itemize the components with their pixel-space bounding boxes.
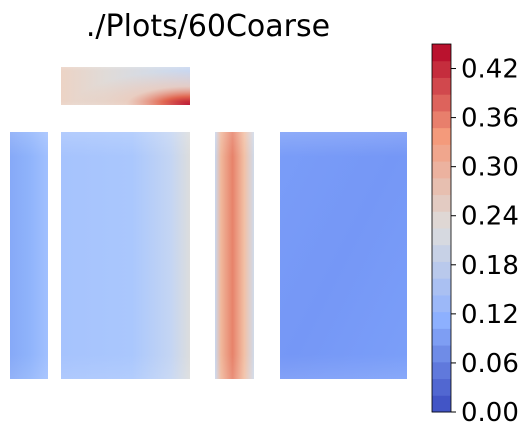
colorbar-level — [432, 177, 451, 196]
colorbar-level — [432, 345, 451, 363]
colorbar-level — [432, 110, 451, 129]
colorbar-tick-label: 0.12 — [461, 300, 519, 330]
colorbar-level — [432, 127, 451, 145]
colorbar-level — [432, 161, 451, 179]
colorbar-tick-label: 0.18 — [461, 251, 519, 281]
colorbar-level — [432, 294, 451, 313]
colorbar-level — [432, 378, 451, 396]
colorbar — [431, 43, 452, 413]
colorbar-level — [432, 228, 451, 246]
colorbar-tick-label: 0.24 — [461, 202, 519, 232]
colorbar-level — [432, 244, 451, 262]
colorbar-level — [432, 261, 451, 279]
colorbar-level — [432, 144, 451, 162]
colorbar-tick-label: 0.36 — [461, 104, 519, 134]
colorbar-tick-label: 0.42 — [461, 55, 519, 85]
colorbar-tick-label: 0.30 — [461, 153, 519, 183]
panel-top — [61, 67, 190, 105]
colorbar-border — [431, 43, 452, 413]
colorbar-level — [432, 211, 451, 229]
colorbar-level — [432, 395, 451, 413]
colorbar-level — [432, 361, 451, 380]
colorbar-tick-label: 0.06 — [461, 349, 519, 379]
colorbar-level — [432, 94, 451, 112]
panel-center-right-strip — [215, 132, 254, 379]
colorbar-ticks: 0.00 0.06 0.12 0.18 0.24 0.30 0.36 0.42 — [451, 55, 519, 428]
colorbar-level — [432, 77, 451, 95]
colorbar-level — [432, 44, 451, 62]
colorbar-level — [432, 311, 451, 329]
panel-left-strip — [10, 132, 48, 379]
colorbar-tick-label: 0.00 — [461, 398, 519, 428]
chart-title: ./Plots/60Coarse — [86, 9, 330, 44]
colorbar-level — [432, 194, 451, 212]
colorbar-level — [432, 60, 451, 78]
panel-right — [280, 132, 407, 379]
colorbar-level — [432, 278, 451, 296]
panel-center-left — [61, 132, 190, 379]
colorbar-level — [432, 328, 451, 346]
